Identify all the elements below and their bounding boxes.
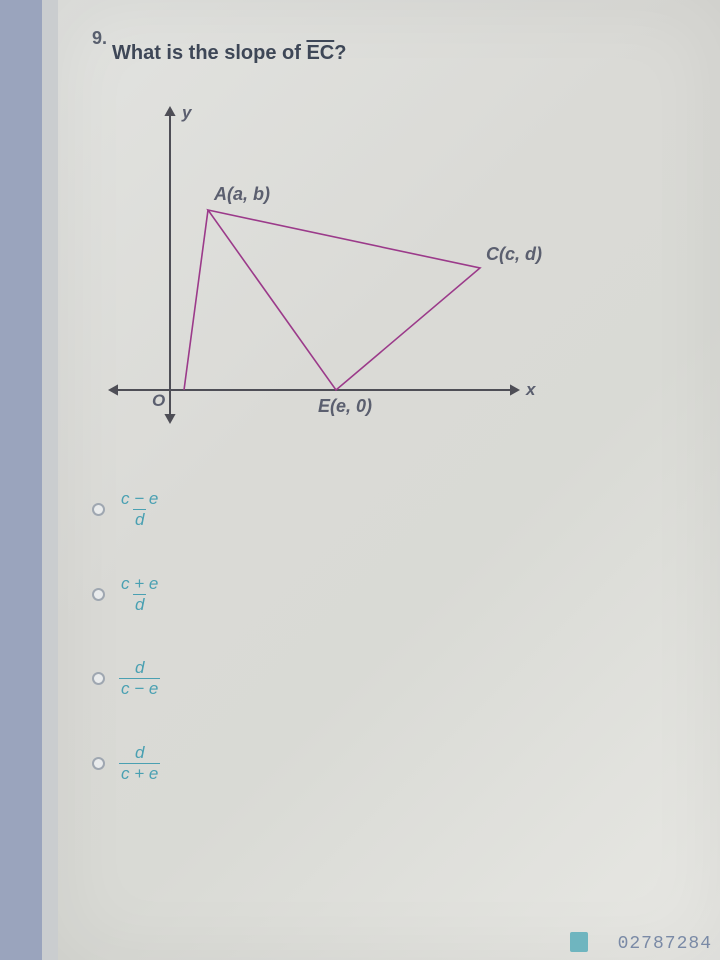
radio-icon[interactable] [92, 588, 105, 601]
answer-fraction: c + e d [119, 575, 160, 614]
answer-option[interactable]: c − e d [92, 490, 312, 529]
answer-option[interactable]: d c − e [92, 659, 312, 698]
svg-text:E(e, 0): E(e, 0) [318, 396, 372, 416]
coordinate-diagram: y x O A(a, b) C(c, d) E(e, 0) [100, 100, 560, 430]
diagram-svg: y x O A(a, b) C(c, d) E(e, 0) [100, 100, 560, 430]
question-suffix: ? [334, 42, 346, 64]
fraction-denominator: c + e [119, 763, 160, 783]
question-segment: EC [306, 42, 334, 64]
page-left-gutter [0, 0, 42, 960]
radio-icon[interactable] [92, 503, 105, 516]
page-left-gutter-2 [42, 0, 58, 960]
fraction-numerator: c − e [119, 490, 160, 509]
radio-icon[interactable] [92, 672, 105, 685]
fraction-denominator: c − e [119, 678, 160, 698]
fraction-numerator: d [133, 659, 146, 678]
question-number: 9. [92, 28, 107, 49]
question-text: What is the slope of EC? [112, 42, 346, 65]
footer-code: 02787284 [618, 934, 712, 954]
answer-option[interactable]: c + e d [92, 575, 312, 614]
svg-text:O: O [152, 391, 165, 410]
svg-text:x: x [525, 380, 537, 399]
fraction-denominator: d [133, 509, 146, 529]
fraction-denominator: d [133, 594, 146, 614]
answer-fraction: c − e d [119, 490, 160, 529]
answer-fraction: d c − e [119, 659, 160, 698]
fraction-numerator: c + e [119, 575, 160, 594]
fraction-numerator: d [133, 744, 146, 763]
answer-fraction: d c + e [119, 744, 160, 783]
answer-option[interactable]: d c + e [92, 744, 312, 783]
svg-text:C(c, d): C(c, d) [486, 244, 542, 264]
answer-list: c − e d c + e d d c − e d c + e [92, 490, 312, 829]
question-prefix: What is the slope of [112, 42, 306, 64]
svg-text:A(a, b): A(a, b) [213, 184, 270, 204]
radio-icon[interactable] [92, 757, 105, 770]
svg-text:y: y [181, 103, 193, 122]
footer-doc-icon [570, 932, 588, 952]
